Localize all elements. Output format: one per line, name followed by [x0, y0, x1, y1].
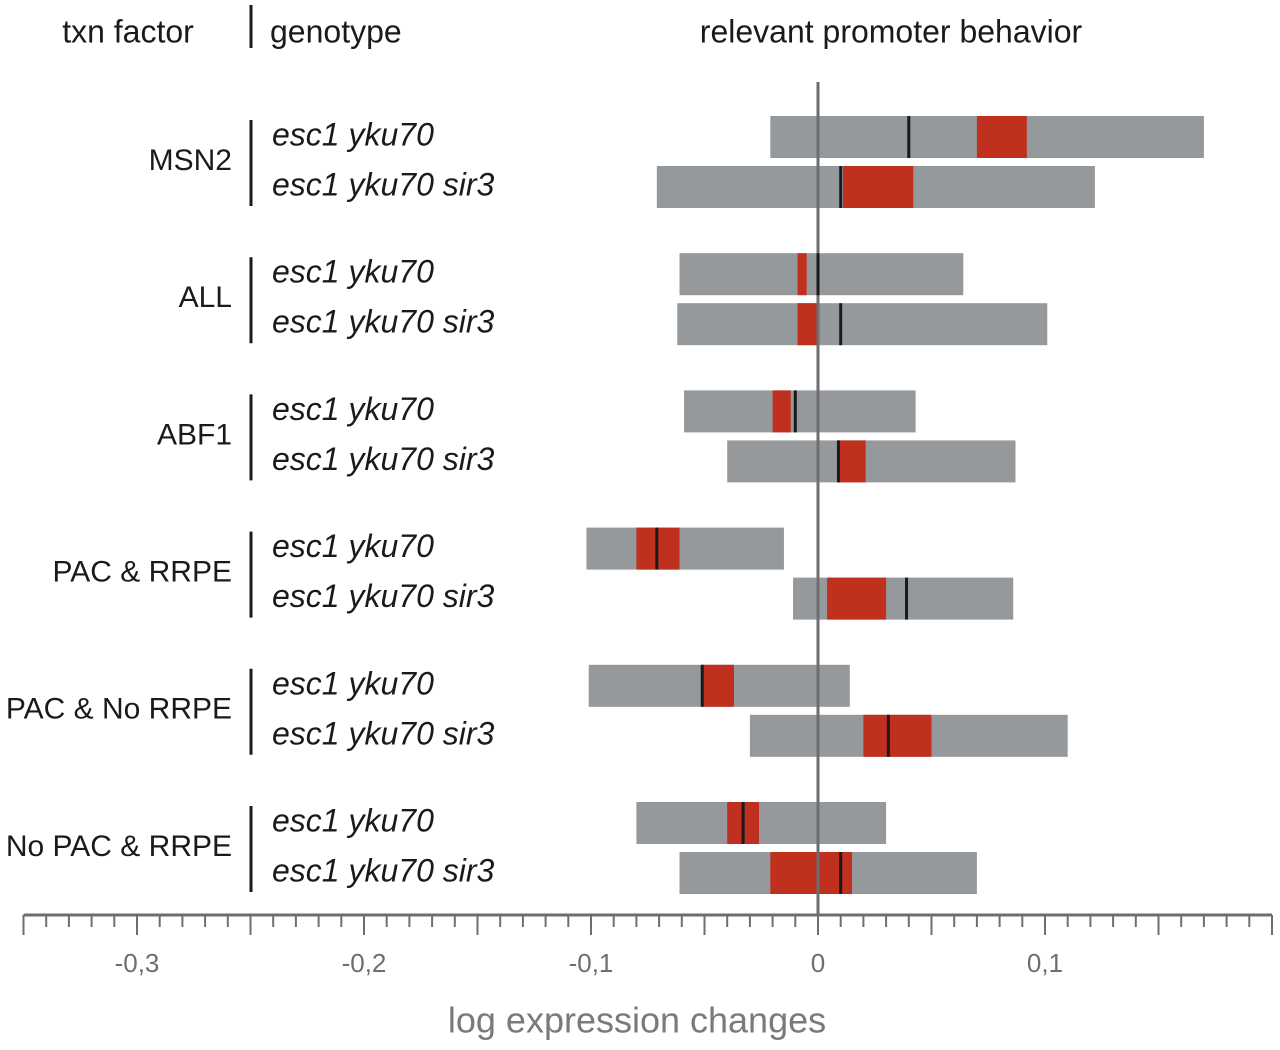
factor-label: No PAC & RRPE	[6, 830, 232, 863]
genotype-label: esc1 yku70 sir3	[272, 441, 495, 477]
range-bar	[586, 527, 784, 570]
range-bar	[677, 303, 1048, 346]
factor-label: MSN2	[149, 144, 232, 177]
x-tick-label: -0,3	[115, 948, 160, 978]
core-bar	[770, 852, 853, 894]
genotype-label: esc1 yku70	[272, 116, 434, 152]
genotype-label: esc1 yku70 sir3	[272, 852, 495, 888]
core-bar	[827, 577, 887, 620]
x-tick-label: -0,1	[569, 948, 614, 978]
genotype-label: esc1 yku70	[272, 528, 434, 564]
x-tick-label: 0	[811, 948, 825, 978]
range-bar	[679, 253, 964, 296]
genotype-header: genotype	[270, 13, 402, 49]
genotype-label: esc1 yku70 sir3	[272, 578, 495, 614]
core-bar	[842, 166, 914, 208]
x-axis-title: log expression changes	[448, 1000, 826, 1041]
core-bar	[797, 303, 818, 346]
genotype-label: esc1 yku70 sir3	[272, 715, 495, 751]
genotype-label: esc1 yku70	[272, 665, 434, 701]
factor-header: txn factor	[62, 13, 194, 49]
core-bar	[838, 440, 866, 483]
range-bar	[684, 390, 916, 433]
core-bar	[702, 664, 735, 707]
range-bar	[793, 577, 1014, 620]
core-bar	[797, 253, 807, 296]
factor-label: ALL	[179, 281, 232, 314]
range-bar	[636, 802, 887, 844]
range-bar	[727, 440, 1016, 483]
genotype-label: esc1 yku70 sir3	[272, 166, 495, 202]
factor-label: ABF1	[157, 418, 232, 451]
genotype-label: esc1 yku70	[272, 802, 434, 838]
core-bar	[772, 390, 791, 433]
core-bar	[976, 116, 1027, 158]
x-tick-label: 0,1	[1027, 948, 1063, 978]
genotype-label: esc1 yku70 sir3	[272, 304, 495, 340]
factor-label: PAC & RRPE	[53, 556, 233, 589]
core-bar	[863, 714, 932, 757]
genotype-label: esc1 yku70	[272, 254, 434, 290]
x-tick-label: -0,2	[342, 948, 387, 978]
factor-label: PAC & No RRPE	[6, 693, 232, 726]
behavior-header: relevant promoter behavior	[700, 13, 1083, 49]
genotype-label: esc1 yku70	[272, 391, 434, 427]
